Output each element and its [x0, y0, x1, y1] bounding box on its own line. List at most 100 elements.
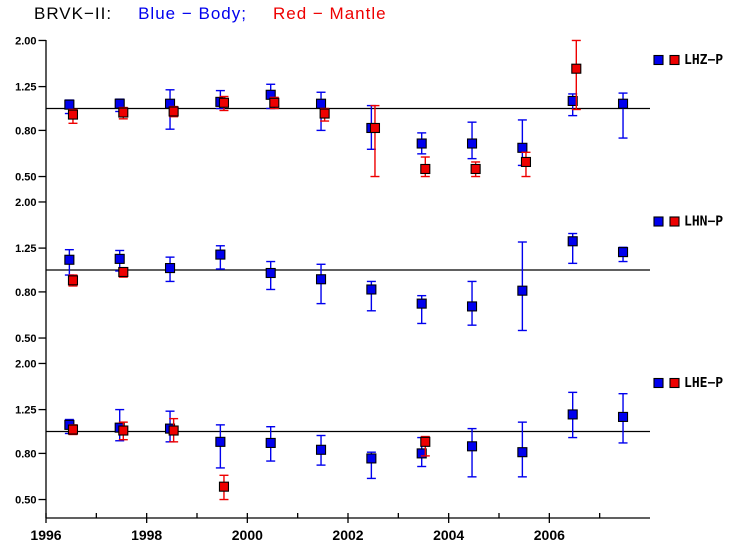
y-tick-label: 0.50 [15, 333, 36, 345]
data-point [215, 424, 226, 469]
square-marker [520, 156, 532, 168]
legend-blue-square-icon [653, 377, 664, 389]
y-tick-label: 0.80 [15, 448, 36, 460]
data-point [617, 392, 629, 444]
series-body [64, 83, 629, 167]
square-marker [517, 447, 528, 458]
square-marker [567, 236, 578, 247]
data-point [420, 156, 431, 178]
chart-title: BRVK−II: Blue − Body; Red − Mantle [34, 4, 387, 24]
data-point [466, 427, 478, 478]
data-point [265, 260, 276, 291]
legend-label: LHN−P [684, 215, 723, 230]
square-marker [118, 425, 129, 436]
square-marker [64, 254, 75, 265]
square-marker [617, 411, 629, 422]
square-marker [67, 109, 79, 120]
square-marker [164, 263, 176, 274]
data-point [315, 263, 327, 305]
legend-LHE-P: LHE−P [653, 376, 723, 391]
square-marker [319, 108, 330, 119]
square-marker [466, 138, 478, 149]
square-marker [218, 97, 230, 108]
data-point [118, 266, 129, 278]
y-tick-label: 1.25 [15, 243, 36, 255]
x-tick-label: 2006 [534, 527, 565, 543]
data-point [416, 132, 427, 155]
data-point [118, 421, 129, 441]
data-point [567, 232, 578, 265]
square-marker [366, 453, 377, 464]
y-tick-label: 1.25 [15, 82, 36, 94]
y-tick-label: 0.50 [15, 495, 36, 507]
data-point [67, 274, 79, 287]
y-tick-label: 0.50 [15, 172, 36, 184]
data-point [567, 391, 578, 439]
square-marker [466, 441, 478, 452]
data-point [366, 451, 377, 480]
square-marker [567, 95, 578, 106]
series-body [64, 391, 629, 480]
legend-blue-square-icon [653, 54, 664, 66]
data-point [315, 434, 327, 466]
data-point [366, 280, 377, 312]
title-red-legend: Red − Mantle [272, 4, 387, 23]
square-marker [517, 285, 528, 296]
square-marker [517, 142, 528, 153]
square-marker [118, 107, 129, 118]
square-marker [315, 274, 327, 285]
title-blue-legend: Blue − Body; [138, 4, 247, 23]
data-point [67, 424, 79, 436]
square-marker [215, 436, 226, 447]
data-point [218, 95, 230, 112]
square-marker [366, 284, 377, 295]
data-point [168, 417, 179, 443]
x-tick-label: 1996 [30, 527, 61, 543]
legend-LHN-P: LHN−P [653, 215, 723, 230]
legend-red-square-icon [669, 216, 680, 227]
square-marker [567, 409, 578, 420]
square-marker [470, 163, 481, 175]
legend-LHZ-P: LHZ−P [653, 53, 723, 68]
series-mantle [67, 417, 431, 501]
square-marker [315, 444, 327, 455]
series-mantle [67, 266, 129, 287]
data-point [567, 93, 578, 117]
square-marker [416, 138, 427, 149]
data-point [571, 39, 582, 111]
square-marker [114, 253, 125, 264]
panel-LHN-P: 2.00 1.25 0.80 0.50 LHN−P [15, 197, 723, 345]
data-point [215, 245, 226, 270]
square-marker [67, 424, 79, 435]
square-marker [416, 448, 427, 459]
square-marker [67, 275, 79, 286]
x-tick-label: 2002 [332, 527, 363, 543]
data-point [64, 248, 75, 276]
series-mantle [67, 39, 582, 178]
square-marker [466, 301, 478, 312]
panel-LHE-P: 2.00 1.25 0.80 0.50 LHE−P [15, 358, 723, 506]
data-point [466, 121, 478, 160]
data-point [369, 104, 381, 178]
square-marker [118, 266, 129, 278]
square-marker [265, 437, 276, 448]
data-point [218, 474, 230, 501]
y-tick-label: 2.00 [15, 197, 36, 209]
x-tick-label: 1998 [131, 527, 162, 543]
data-point [517, 421, 528, 478]
data-point [520, 151, 532, 178]
data-point [269, 96, 280, 110]
data-point [470, 161, 481, 178]
data-point [617, 92, 629, 139]
legend-label: LHZ−P [684, 53, 723, 68]
legend-red-square-icon [669, 377, 680, 389]
square-marker [64, 99, 75, 110]
data-point [466, 280, 478, 326]
data-point [168, 105, 179, 118]
square-marker [315, 98, 327, 109]
data-point [265, 426, 276, 462]
panel-LHZ-P: 2.00 1.25 0.80 0.50 LHZ−P [15, 35, 723, 183]
square-marker [617, 98, 629, 109]
